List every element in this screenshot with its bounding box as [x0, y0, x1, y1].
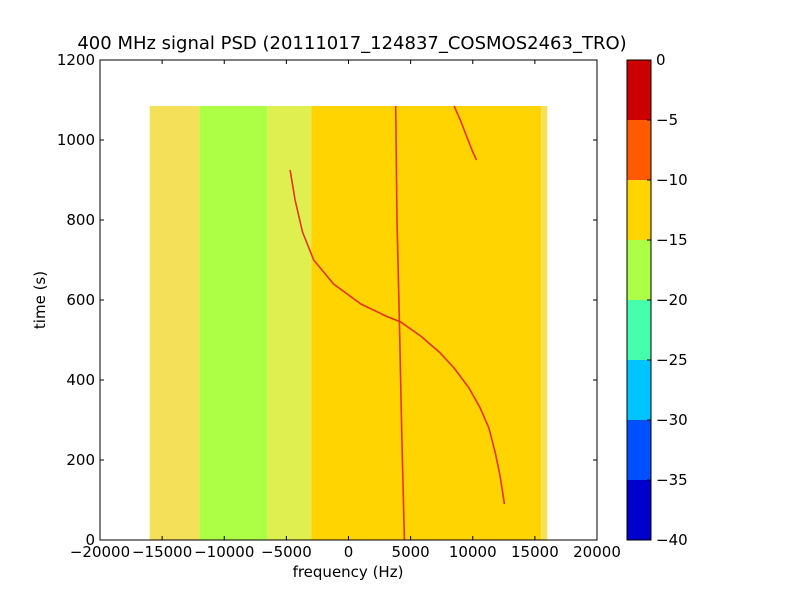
x-axis-label: frequency (Hz) — [293, 563, 404, 581]
colorbar-band-0 — [627, 60, 651, 120]
heatmap-region-0 — [149, 106, 200, 540]
chart-title: 400 MHz signal PSD (20111017_124837_COSM… — [77, 33, 626, 54]
x-tick-label: 5000 — [392, 543, 430, 561]
heatmap-region-2 — [267, 106, 312, 540]
colorbar-band-7 — [627, 480, 651, 540]
heatmap-region-3 — [311, 106, 542, 540]
y-axis-label: time (s) — [31, 271, 49, 329]
x-tick-label: 10000 — [449, 543, 497, 561]
signal-trace-0 — [289, 169, 506, 505]
x-axis-ticks: −20000 −15000 −10000 −5000 0 5000 10000 15000 20… — [70, 60, 621, 561]
colorbar-band-6 — [627, 420, 651, 480]
y-tick-label: 1000 — [57, 131, 95, 149]
colorbar-tick-label: −5 — [656, 111, 678, 129]
y-tick-label: 0 — [85, 531, 95, 549]
y-tick-label: 1200 — [57, 51, 95, 69]
colorbar-band-5 — [627, 360, 651, 420]
y-tick-label: 800 — [66, 211, 95, 229]
x-tick-label: 20000 — [573, 543, 621, 561]
y-tick-label: 400 — [66, 371, 95, 389]
x-tick-label: −15000 — [132, 543, 192, 561]
x-tick-label: 0 — [344, 543, 354, 561]
y-tick-label: 200 — [66, 451, 95, 469]
colorbar-tick-label: −35 — [656, 471, 688, 489]
y-axis-ticks: 0 200 400 600 800 1000 1200 — [57, 51, 597, 549]
x-tick-label: −10000 — [194, 543, 254, 561]
colorbar-band-2 — [627, 180, 651, 240]
heatmap-region-4 — [541, 106, 548, 540]
colorbar-band-4 — [627, 300, 651, 360]
colorbar-band-3 — [627, 240, 651, 300]
colorbar-tick-label: −10 — [656, 171, 688, 189]
colorbar-tick-label: −20 — [656, 291, 688, 309]
signal-trace-1 — [453, 105, 478, 161]
colorbar-tick-label: −40 — [656, 531, 688, 549]
x-tick-label: −20000 — [70, 543, 130, 561]
colorbar-tick-label: −30 — [656, 411, 688, 429]
x-tick-label: −5000 — [261, 543, 312, 561]
heatmap-region-1 — [199, 106, 268, 540]
signal-trace-2 — [394, 105, 406, 541]
colorbar-tick-label: −25 — [656, 351, 688, 369]
colorbar-band-1 — [627, 120, 651, 180]
x-tick-label: 15000 — [511, 543, 559, 561]
colorbar — [626, 59, 652, 541]
colorbar-tick-label: 0 — [656, 51, 666, 69]
heatmap-area — [149, 106, 548, 540]
y-tick-label: 600 — [66, 291, 95, 309]
signal-traces — [289, 105, 506, 541]
colorbar-ticks: 0 −5 −10 −15 −20 −25 −30 −35 −40 — [647, 51, 688, 549]
colorbar-tick-label: −15 — [656, 231, 688, 249]
